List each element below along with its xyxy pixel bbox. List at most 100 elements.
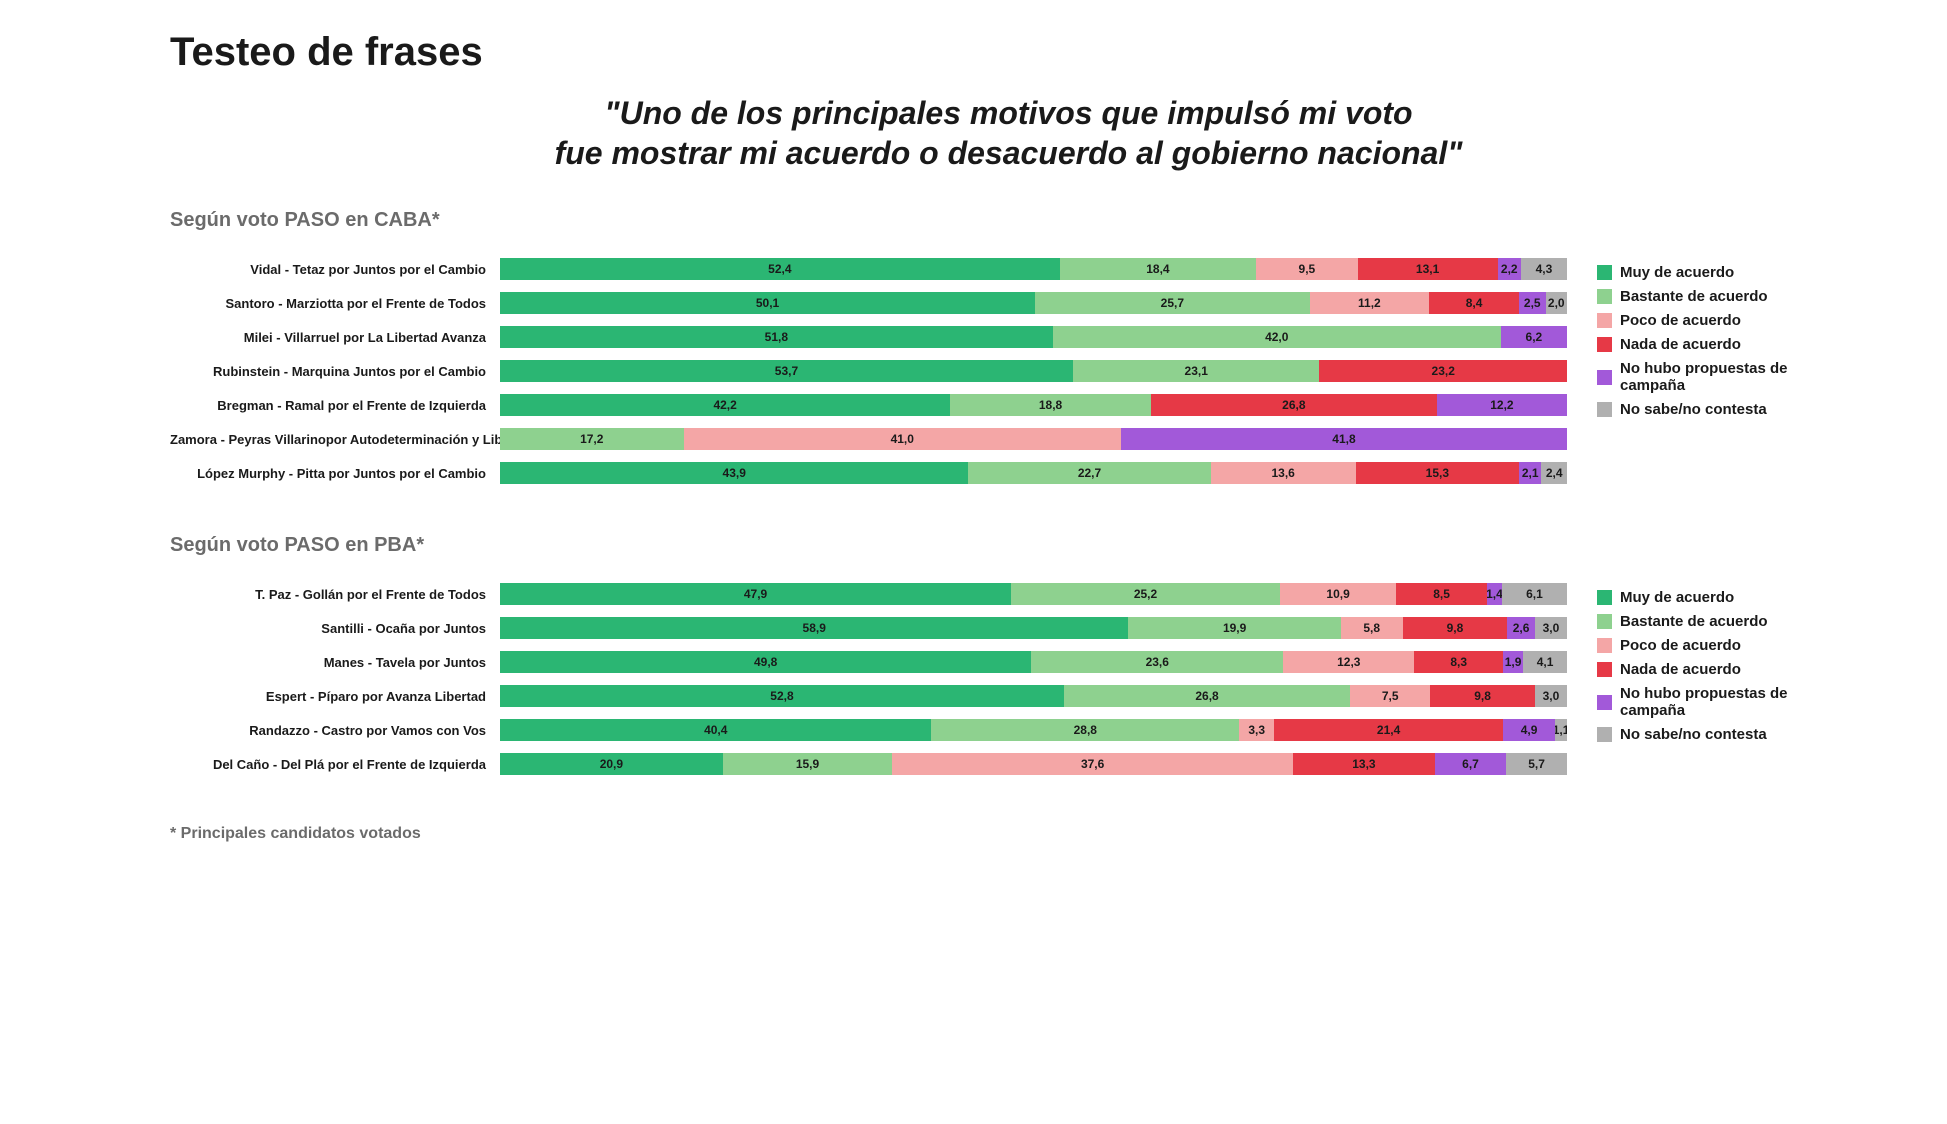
legend-swatch: [1597, 289, 1612, 304]
chart-row: Zamora - Peyras Villarinopor Autodetermi…: [170, 424, 1567, 454]
bar-track: 50,125,711,28,42,52,0: [500, 292, 1567, 314]
row-label: Zamora - Peyras Villarinopor Autodetermi…: [170, 432, 500, 447]
row-label: Randazzo - Castro por Vamos con Vos: [170, 723, 500, 738]
legend-item: Poco de acuerdo: [1597, 637, 1847, 654]
bar-segment: 41,8: [1121, 428, 1567, 450]
bar-track: 42,218,826,812,2: [500, 394, 1567, 416]
bar-segment: 26,8: [1151, 394, 1437, 416]
chart-area: Vidal - Tetaz por Juntos por el Cambio52…: [170, 254, 1567, 492]
bar-track: 51,842,06,2: [500, 326, 1567, 348]
bar-segment: 13,1: [1358, 258, 1498, 280]
bar-segment: 10,9: [1280, 583, 1396, 605]
legend-item: Poco de acuerdo: [1597, 312, 1847, 329]
legend-label: Muy de acuerdo: [1620, 264, 1734, 281]
bar-segment: 25,7: [1035, 292, 1309, 314]
bar-segment: 5,7: [1506, 753, 1567, 775]
bar-segment: 6,7: [1435, 753, 1506, 775]
bar-segment: 3,0: [1535, 617, 1567, 639]
bar-segment: 43,9: [500, 462, 968, 484]
legend-label: No sabe/no contesta: [1620, 401, 1767, 418]
bar-segment: 2,0: [1546, 292, 1567, 314]
bar-track: 40,428,83,321,44,91,1: [500, 719, 1567, 741]
bar-segment: 41,0: [684, 428, 1121, 450]
bar-segment: 18,4: [1060, 258, 1257, 280]
chart-row: Vidal - Tetaz por Juntos por el Cambio52…: [170, 254, 1567, 284]
bar-track: 43,922,713,615,32,12,4: [500, 462, 1567, 484]
bar-segment: 37,6: [892, 753, 1293, 775]
bar-segment: 50,1: [500, 292, 1035, 314]
bar-segment: 8,4: [1429, 292, 1519, 314]
bar-segment: 4,9: [1503, 719, 1555, 741]
bar-segment: 4,3: [1521, 258, 1567, 280]
row-label: Vidal - Tetaz por Juntos por el Cambio: [170, 262, 500, 277]
bar-segment: 28,8: [931, 719, 1239, 741]
chart-row: Del Caño - Del Plá por el Frente de Izqu…: [170, 749, 1567, 779]
bar-segment: 18,8: [950, 394, 1151, 416]
chart-row: Rubinstein - Marquina Juntos por el Camb…: [170, 356, 1567, 386]
legend-swatch: [1597, 402, 1612, 417]
bar-segment: 52,8: [500, 685, 1064, 707]
bar-segment: 9,5: [1256, 258, 1357, 280]
legend-swatch: [1597, 662, 1612, 677]
legend-label: Poco de acuerdo: [1620, 312, 1741, 329]
legend-label: No sabe/no contesta: [1620, 726, 1767, 743]
bar-segment: 1,1: [1555, 719, 1567, 741]
chart-row: Espert - Píparo por Avanza Libertad52,82…: [170, 681, 1567, 711]
bar-segment: 12,3: [1283, 651, 1414, 673]
legend-swatch: [1597, 590, 1612, 605]
chart-row: Santoro - Marziotta por el Frente de Tod…: [170, 288, 1567, 318]
row-label: López Murphy - Pitta por Juntos por el C…: [170, 466, 500, 481]
bar-segment: 8,3: [1414, 651, 1503, 673]
legend-item: Nada de acuerdo: [1597, 336, 1847, 353]
legend-label: No hubo propuestas de campaña: [1620, 360, 1847, 394]
bar-segment: 22,7: [968, 462, 1210, 484]
bar-segment: 51,8: [500, 326, 1053, 348]
bar-track: 58,919,95,89,82,63,0: [500, 617, 1567, 639]
row-label: Milei - Villarruel por La Libertad Avanz…: [170, 330, 500, 345]
legend-label: Bastante de acuerdo: [1620, 613, 1768, 630]
legend-label: Poco de acuerdo: [1620, 637, 1741, 654]
legend-swatch: [1597, 727, 1612, 742]
bar-segment: 12,2: [1437, 394, 1567, 416]
legend-label: Nada de acuerdo: [1620, 661, 1741, 678]
legend: Muy de acuerdo Bastante de acuerdo Poco de…: [1567, 579, 1847, 783]
bar-segment: 2,1: [1519, 462, 1541, 484]
quote-subtitle: "Uno de los principales motivos que impu…: [170, 93, 1847, 173]
legend-label: Muy de acuerdo: [1620, 589, 1734, 606]
chart-row: Milei - Villarruel por La Libertad Avanz…: [170, 322, 1567, 352]
row-label: Manes - Tavela por Juntos: [170, 655, 500, 670]
legend-label: Nada de acuerdo: [1620, 336, 1741, 353]
bar-segment: 11,2: [1310, 292, 1430, 314]
row-label: Santoro - Marziotta por el Frente de Tod…: [170, 296, 500, 311]
bar-segment: 23,6: [1031, 651, 1283, 673]
legend-item: No hubo propuestas de campaña: [1597, 360, 1847, 394]
bar-segment: 2,5: [1519, 292, 1546, 314]
legend-item: Muy de acuerdo: [1597, 264, 1847, 281]
chart-block: Vidal - Tetaz por Juntos por el Cambio52…: [170, 254, 1847, 492]
bar-segment: 52,4: [500, 258, 1060, 280]
legend-item: No sabe/no contesta: [1597, 726, 1847, 743]
section-title: Según voto PASO en CABA*: [170, 209, 1847, 232]
bar-segment: 2,6: [1507, 617, 1535, 639]
bar-segment: 4,1: [1523, 651, 1567, 673]
chart-section: Según voto PASO en CABA* Vidal - Tetaz po…: [170, 209, 1847, 492]
bar-segment: 3,3: [1239, 719, 1274, 741]
legend-swatch: [1597, 614, 1612, 629]
footnote: * Principales candidatos votados: [170, 825, 1847, 843]
legend-item: Bastante de acuerdo: [1597, 288, 1847, 305]
row-label: Bregman - Ramal por el Frente de Izquier…: [170, 398, 500, 413]
bar-segment: 42,2: [500, 394, 950, 416]
bar-segment: 13,6: [1211, 462, 1356, 484]
bar-track: 20,915,937,613,36,75,7: [500, 753, 1567, 775]
legend-item: No sabe/no contesta: [1597, 401, 1847, 418]
chart-row: Santilli - Ocaña por Juntos58,919,95,89,…: [170, 613, 1567, 643]
chart-row: Randazzo - Castro por Vamos con Vos40,42…: [170, 715, 1567, 745]
bar-segment: 23,2: [1319, 360, 1567, 382]
subtitle-line2: fue mostrar mi acuerdo o desacuerdo al g…: [555, 135, 1463, 171]
bar-track: 53,723,123,2: [500, 360, 1567, 382]
bar-segment: 49,8: [500, 651, 1031, 673]
bar-segment: 1,4: [1487, 583, 1502, 605]
chart-block: T. Paz - Gollán por el Frente de Todos47…: [170, 579, 1847, 783]
bar-segment: 40,4: [500, 719, 931, 741]
legend-item: Nada de acuerdo: [1597, 661, 1847, 678]
